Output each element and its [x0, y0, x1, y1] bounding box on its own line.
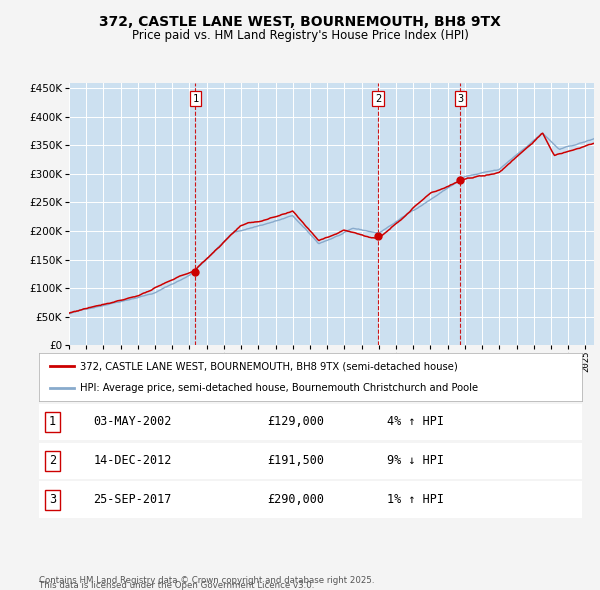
Text: 1: 1	[49, 415, 56, 428]
Text: 14-DEC-2012: 14-DEC-2012	[94, 454, 172, 467]
Text: £191,500: £191,500	[267, 454, 324, 467]
Text: 4% ↑ HPI: 4% ↑ HPI	[386, 415, 443, 428]
Text: HPI: Average price, semi-detached house, Bournemouth Christchurch and Poole: HPI: Average price, semi-detached house,…	[80, 383, 478, 393]
Text: £290,000: £290,000	[267, 493, 324, 506]
Text: Contains HM Land Registry data © Crown copyright and database right 2025.: Contains HM Land Registry data © Crown c…	[39, 576, 374, 585]
Text: 3: 3	[49, 493, 56, 506]
Text: 9% ↓ HPI: 9% ↓ HPI	[386, 454, 443, 467]
Text: 25-SEP-2017: 25-SEP-2017	[94, 493, 172, 506]
Text: 2: 2	[375, 94, 381, 104]
Text: 03-MAY-2002: 03-MAY-2002	[94, 415, 172, 428]
Text: 1% ↑ HPI: 1% ↑ HPI	[386, 493, 443, 506]
Text: 372, CASTLE LANE WEST, BOURNEMOUTH, BH8 9TX: 372, CASTLE LANE WEST, BOURNEMOUTH, BH8 …	[99, 15, 501, 29]
Text: 372, CASTLE LANE WEST, BOURNEMOUTH, BH8 9TX (semi-detached house): 372, CASTLE LANE WEST, BOURNEMOUTH, BH8 …	[80, 361, 457, 371]
Text: This data is licensed under the Open Government Licence v3.0.: This data is licensed under the Open Gov…	[39, 581, 314, 590]
Text: 2: 2	[49, 454, 56, 467]
Text: 3: 3	[457, 94, 463, 104]
Text: £129,000: £129,000	[267, 415, 324, 428]
Text: 1: 1	[192, 94, 199, 104]
Text: Price paid vs. HM Land Registry's House Price Index (HPI): Price paid vs. HM Land Registry's House …	[131, 30, 469, 42]
